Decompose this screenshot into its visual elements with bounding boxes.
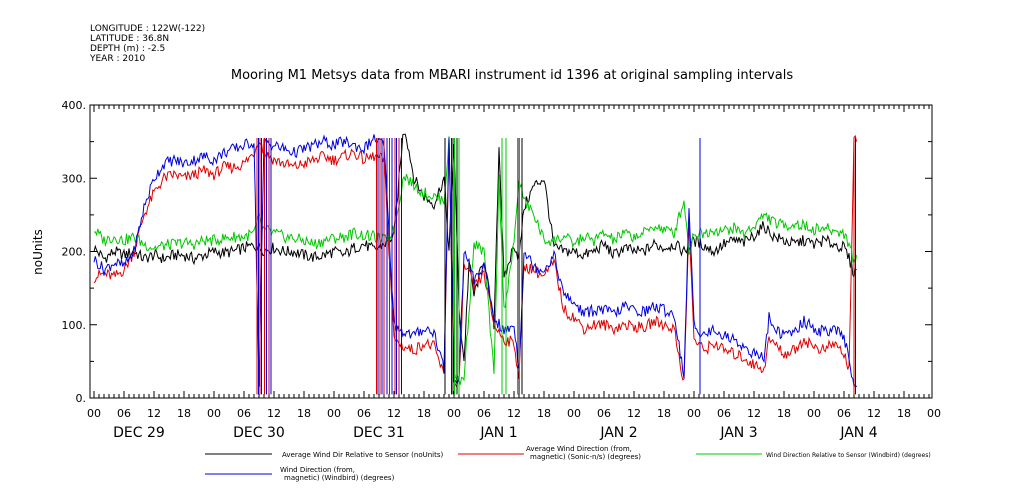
series-line-2 — [93, 136, 857, 385]
x-tick-label: 12 — [147, 407, 161, 420]
x-tick-label: 00 — [807, 407, 821, 420]
x-tick-label: 18 — [657, 407, 671, 420]
day-label: JAN 4 — [839, 425, 877, 441]
x-tick-label: 18 — [177, 407, 191, 420]
x-tick-label: 06 — [837, 407, 851, 420]
axis-ticks — [90, 104, 932, 399]
legend-label-windbird-line1: Wind Direction (from, — [280, 466, 355, 474]
legend-label-windbird-relative: Wind Direction Relative to Sensor (Windb… — [766, 452, 931, 459]
y-axis-label: noUnits — [31, 229, 45, 275]
day-labels: DEC 29 DEC 30 DEC 31 JAN 1 JAN 2 JAN 3 JAN 4 — [113, 425, 878, 441]
header-latitude: LATITUDE : 36.8N — [90, 34, 169, 44]
legend-label-sonic-line2: magnetic) (Sonic-n/s) (degrees) — [530, 453, 641, 461]
x-tick-label: 00 — [687, 407, 701, 420]
y-tick-label: 300. — [62, 172, 87, 185]
y-tick-label: 400. — [62, 99, 87, 112]
y-tick-label: 0. — [76, 392, 87, 405]
series-line-3 — [93, 134, 857, 388]
legend-label-sonic-direction: Average Wind Direction (from, magnetic) … — [526, 445, 641, 461]
legend: Average Wind Dir Relative to Sensor (noU… — [205, 445, 931, 482]
series-line-1 — [93, 134, 857, 388]
x-tick-label: 12 — [627, 407, 641, 420]
x-tick-label: 06 — [357, 407, 371, 420]
y-tick-labels: 0. 100. 200. 300. 400. — [62, 99, 87, 405]
x-tick-label: 18 — [537, 407, 551, 420]
x-tick-label: 00 — [447, 407, 461, 420]
legend-label-relative-to-sensor: Average Wind Dir Relative to Sensor (noU… — [282, 451, 443, 459]
x-tick-label: 00 — [927, 407, 941, 420]
x-tick-label: 12 — [267, 407, 281, 420]
day-label: JAN 3 — [719, 425, 757, 441]
legend-label-sonic-line1: Average Wind Direction (from, — [526, 445, 632, 453]
x-tick-label: 06 — [717, 407, 731, 420]
x-tick-label: 06 — [237, 407, 251, 420]
x-tick-label: 18 — [777, 407, 791, 420]
day-label: JAN 2 — [599, 425, 637, 441]
x-tick-label: 18 — [897, 407, 911, 420]
day-label: JAN 1 — [479, 425, 517, 441]
x-tick-label: 12 — [747, 407, 761, 420]
day-label: DEC 29 — [113, 425, 165, 441]
series-lines — [93, 133, 857, 395]
x-tick-label: 12 — [507, 407, 521, 420]
x-tick-labels: 00 06 12 18 00 06 12 18 00 06 12 18 00 06 12 18 00 06 12 18… — [87, 407, 941, 420]
y-tick-label: 100. — [62, 319, 87, 332]
y-tick-label: 200. — [62, 246, 87, 259]
x-tick-label: 00 — [87, 407, 101, 420]
day-label: DEC 30 — [233, 425, 285, 441]
x-tick-label: 06 — [117, 407, 131, 420]
x-tick-label: 12 — [867, 407, 881, 420]
x-tick-label: 06 — [597, 407, 611, 420]
x-tick-label: 18 — [297, 407, 311, 420]
header-year: YEAR : 2010 — [89, 54, 146, 64]
x-tick-label: 12 — [387, 407, 401, 420]
chart-title: Mooring M1 Metsys data from MBARI instru… — [231, 68, 793, 83]
x-tick-label: 00 — [327, 407, 341, 420]
x-tick-label: 06 — [477, 407, 491, 420]
x-tick-label: 18 — [417, 407, 431, 420]
x-tick-label: 00 — [207, 407, 221, 420]
header-longitude: LONGITUDE : 122W(-122) — [90, 24, 205, 34]
series-line-0 — [93, 133, 857, 362]
x-tick-label: 00 — [567, 407, 581, 420]
legend-label-windbird-line2: magnetic) (Windbird) (degrees) — [284, 474, 395, 482]
day-label: DEC 31 — [353, 425, 405, 441]
legend-label-windbird-direction: Wind Direction (from, magnetic) (Windbir… — [280, 466, 395, 482]
header-depth: DEPTH (m) : -2.5 — [90, 44, 165, 54]
